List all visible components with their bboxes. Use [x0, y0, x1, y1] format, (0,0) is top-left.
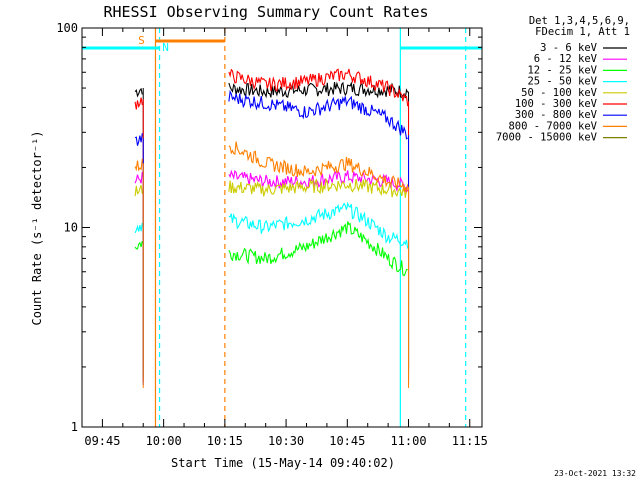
series-6-12-kev	[134, 169, 410, 370]
legend-entry-label: 50 - 100 keV	[521, 87, 598, 99]
y-tick-label: 100	[56, 21, 78, 35]
series-layer	[134, 68, 410, 388]
annotation-n: N	[162, 41, 169, 54]
x-tick-label: 09:45	[84, 434, 120, 448]
series-trace	[134, 133, 143, 146]
series-trace	[134, 171, 143, 184]
legend: Det 1,3,4,5,6,9,FDecim 1, Att 1 3 - 6 keV…	[496, 15, 630, 144]
legend-entry-label: 800 - 7000 keV	[508, 120, 597, 132]
legend-entry-label: 12 - 25 keV	[527, 64, 597, 76]
x-tick-label: 10:00	[146, 434, 182, 448]
series-trace	[228, 141, 409, 194]
y-tick-label: 10	[64, 221, 78, 235]
y-axis-label: Count Rate (s⁻¹ detector⁻¹)	[30, 130, 44, 325]
series-trace	[228, 89, 408, 140]
date-stamp: 23-Oct-2021 13:32	[554, 469, 636, 478]
series-300-800-kev	[134, 89, 410, 385]
legend-entry-label: 100 - 300 keV	[515, 98, 598, 110]
axis-ticks: 09:45 10:00 10:15 10:30 10:45 11:00 11:15 1 10 10…	[56, 21, 488, 448]
series-trace	[134, 87, 143, 98]
legend-header: Det 1,3,4,5,6,9,	[529, 15, 630, 27]
series-trace	[134, 158, 143, 172]
series-trace	[134, 222, 143, 234]
series-25-50-kev	[134, 201, 410, 376]
x-tick-label: 10:45	[329, 434, 365, 448]
series-800-7000-kev	[134, 141, 410, 388]
series-12-25-kev	[134, 221, 410, 373]
legend-entry-label: 300 - 800 keV	[515, 109, 598, 121]
legend-entry-label: 3 - 6 keV	[540, 42, 598, 54]
x-tick-label: 10:30	[268, 434, 304, 448]
legend-entry-label: 7000 - 15000 keV	[496, 132, 598, 144]
x-tick-label: 11:00	[390, 434, 426, 448]
series-50-100-kev	[134, 177, 410, 379]
series-trace	[134, 185, 143, 197]
series-trace	[228, 221, 408, 277]
x-axis-label: Start Time (15-May-14 09:40:02)	[171, 456, 395, 470]
series-trace	[228, 169, 409, 193]
y-tick-label: 1	[71, 420, 78, 434]
series-trace	[134, 240, 143, 250]
x-tick-label: 11:15	[452, 434, 488, 448]
chart-title: RHESSI Observing Summary Count Rates	[103, 3, 428, 21]
annotation-s: S	[138, 34, 145, 47]
observing-markers: SN	[82, 28, 482, 427]
series-trace	[134, 97, 143, 110]
series-trace	[228, 81, 409, 99]
legend-header: FDecim 1, Att 1	[535, 26, 630, 38]
series-trace	[228, 68, 409, 107]
series-trace	[228, 177, 409, 198]
x-tick-label: 10:15	[207, 434, 243, 448]
legend-entry-label: 25 - 50 keV	[527, 76, 597, 88]
series-trace	[228, 201, 409, 249]
legend-entry-label: 6 - 12 keV	[534, 53, 598, 65]
